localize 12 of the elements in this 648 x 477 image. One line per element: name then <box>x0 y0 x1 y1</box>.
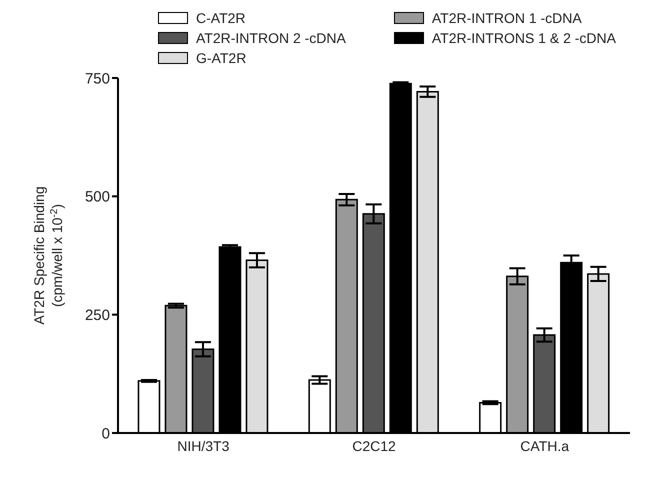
x-tick-label: C2C12 <box>352 438 396 454</box>
y-tick-label: 250 <box>84 306 110 324</box>
x-tick-label: CATH.a <box>520 438 570 454</box>
legend-label: AT2R-INTRON 2 -cDNA <box>196 30 346 46</box>
y-tick-label: 750 <box>84 70 110 88</box>
legend-label: AT2R-INTRON 1 -cDNA <box>432 10 582 26</box>
legend-label: AT2R-INTRONS 1 & 2 -cDNA <box>432 30 616 46</box>
y-tick-label: 500 <box>84 188 110 206</box>
y-tick-label: 0 <box>102 425 110 442</box>
legend-label: G-AT2R <box>196 50 246 66</box>
x-tick-label: NIH/3T3 <box>177 438 230 454</box>
legend-label: C-AT2R <box>196 10 246 26</box>
